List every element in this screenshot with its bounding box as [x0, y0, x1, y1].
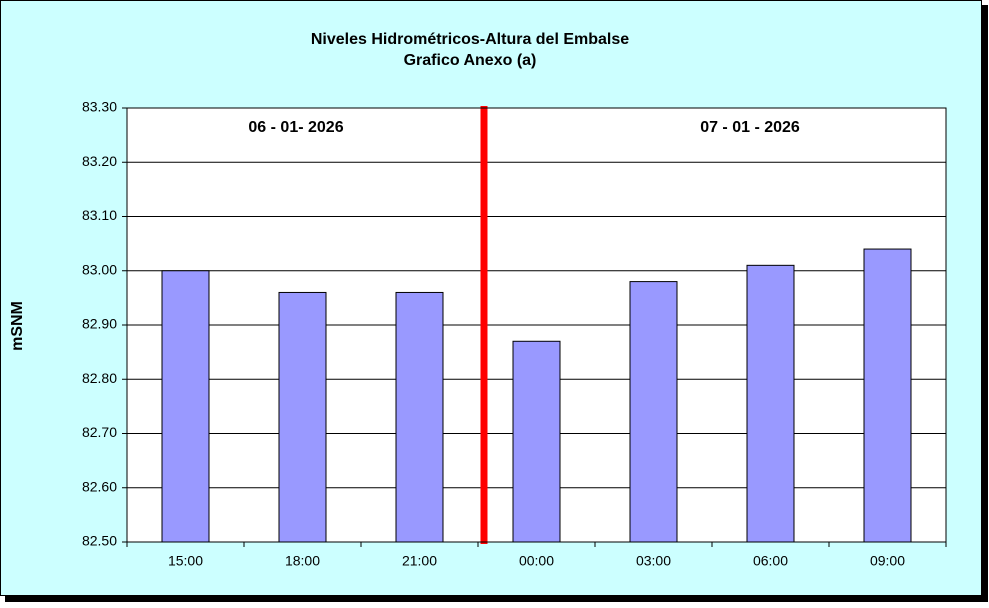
plot-border	[126, 107, 947, 543]
bar	[161, 270, 210, 543]
x-tick-label: 06:00	[753, 553, 788, 569]
chart-title: Niveles Hidrométricos-Altura del Embalse	[311, 31, 629, 48]
annotation: 06 - 01- 2026	[248, 119, 343, 136]
y-tick-label: 83.20	[82, 153, 117, 169]
x-tick-label: 09:00	[870, 553, 905, 569]
bar	[629, 281, 678, 543]
x-tick-label: 15:00	[168, 553, 203, 569]
y-tick-label: 82.90	[82, 316, 117, 332]
bar	[863, 248, 912, 543]
chart-subtitle: Grafico Anexo (a)	[404, 52, 537, 69]
bar	[395, 291, 444, 543]
x-tick-label: 00:00	[519, 553, 554, 569]
y-tick-label: 83.00	[82, 261, 117, 277]
bar	[512, 340, 561, 543]
bar	[278, 291, 327, 543]
x-tick-label: 21:00	[402, 553, 437, 569]
y-tick-label: 82.80	[82, 370, 117, 386]
x-tick-label: 03:00	[636, 553, 671, 569]
y-tick-label: 83.30	[82, 99, 117, 115]
y-axis-label: mSNM	[9, 301, 26, 351]
y-tick-label: 82.70	[82, 424, 117, 440]
x-tick-label: 18:00	[285, 553, 320, 569]
y-tick-label: 83.10	[82, 207, 117, 223]
bar	[746, 264, 795, 543]
y-tick-label: 82.50	[82, 533, 117, 549]
annotation: 07 - 01 - 2026	[700, 119, 800, 136]
y-tick-label: 82.60	[82, 478, 117, 494]
